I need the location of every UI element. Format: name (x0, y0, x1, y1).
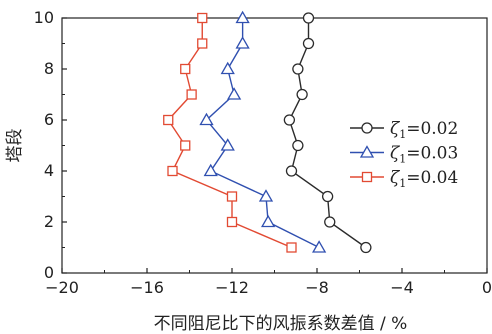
data-point (180, 63, 191, 75)
x-tick-label: −8 (305, 278, 329, 297)
data-point (199, 112, 214, 126)
legend-item: ζ1=0.04 (350, 168, 458, 190)
legend-item: ζ1=0.02 (350, 119, 458, 141)
x-tick-label: −20 (45, 278, 79, 297)
data-point (302, 12, 315, 24)
x-axis-label: 不同阻尼比下的风振系数差值 / % (154, 314, 408, 334)
data-point (186, 89, 197, 100)
legend-item: ζ1=0.03 (350, 144, 458, 166)
data-point (203, 163, 218, 177)
data-point (226, 191, 238, 202)
data-point (292, 139, 304, 152)
data-point (258, 189, 274, 202)
data-point (324, 216, 336, 228)
series-line (167, 18, 292, 249)
series-3 (163, 12, 297, 253)
y-tick-label: 2 (44, 212, 54, 231)
data-point (235, 10, 250, 24)
data-point (167, 165, 178, 177)
x-tick-label: −16 (130, 278, 164, 297)
legend-marker (361, 122, 373, 134)
data-point (296, 88, 308, 101)
x-tick-label: −4 (390, 278, 414, 297)
data-point (292, 63, 304, 75)
data-point (226, 216, 238, 228)
series-2 (199, 10, 327, 253)
data-point (261, 214, 276, 228)
y-tick-label: 10 (34, 8, 54, 27)
series-layer (163, 10, 372, 254)
series-1 (283, 12, 372, 254)
y-axis-label: 塔段 (5, 129, 25, 163)
data-point (220, 61, 235, 75)
x-tick-label: 0 (482, 278, 492, 297)
y-tick-label: 6 (44, 110, 54, 129)
data-point (220, 138, 235, 151)
series-line (205, 18, 320, 249)
data-point (197, 12, 208, 24)
y-tick-label: 0 (44, 263, 54, 282)
data-point (227, 87, 242, 100)
data-point (163, 114, 174, 126)
legend-label: ζ1=0.04 (390, 168, 458, 190)
axes: −20 −16 −12 −8 −4 0 0 2 4 6 8 10 (34, 8, 492, 297)
data-point (283, 114, 296, 126)
x-tick-label: −12 (215, 278, 249, 297)
data-point (321, 190, 334, 203)
data-point (312, 240, 327, 253)
legend-marker (361, 171, 373, 183)
y-tick-label: 4 (44, 161, 54, 180)
data-point (180, 140, 191, 151)
data-point (302, 37, 315, 50)
legend-label: ζ1=0.02 (390, 119, 458, 141)
data-point (360, 241, 372, 254)
data-point (197, 38, 208, 49)
y-tick-label: 8 (44, 59, 54, 78)
legend-marker (359, 145, 375, 158)
data-point (286, 242, 297, 253)
legend-label: ζ1=0.03 (390, 144, 458, 166)
data-point (235, 36, 250, 49)
series-line (288, 18, 367, 249)
data-point (285, 165, 298, 177)
